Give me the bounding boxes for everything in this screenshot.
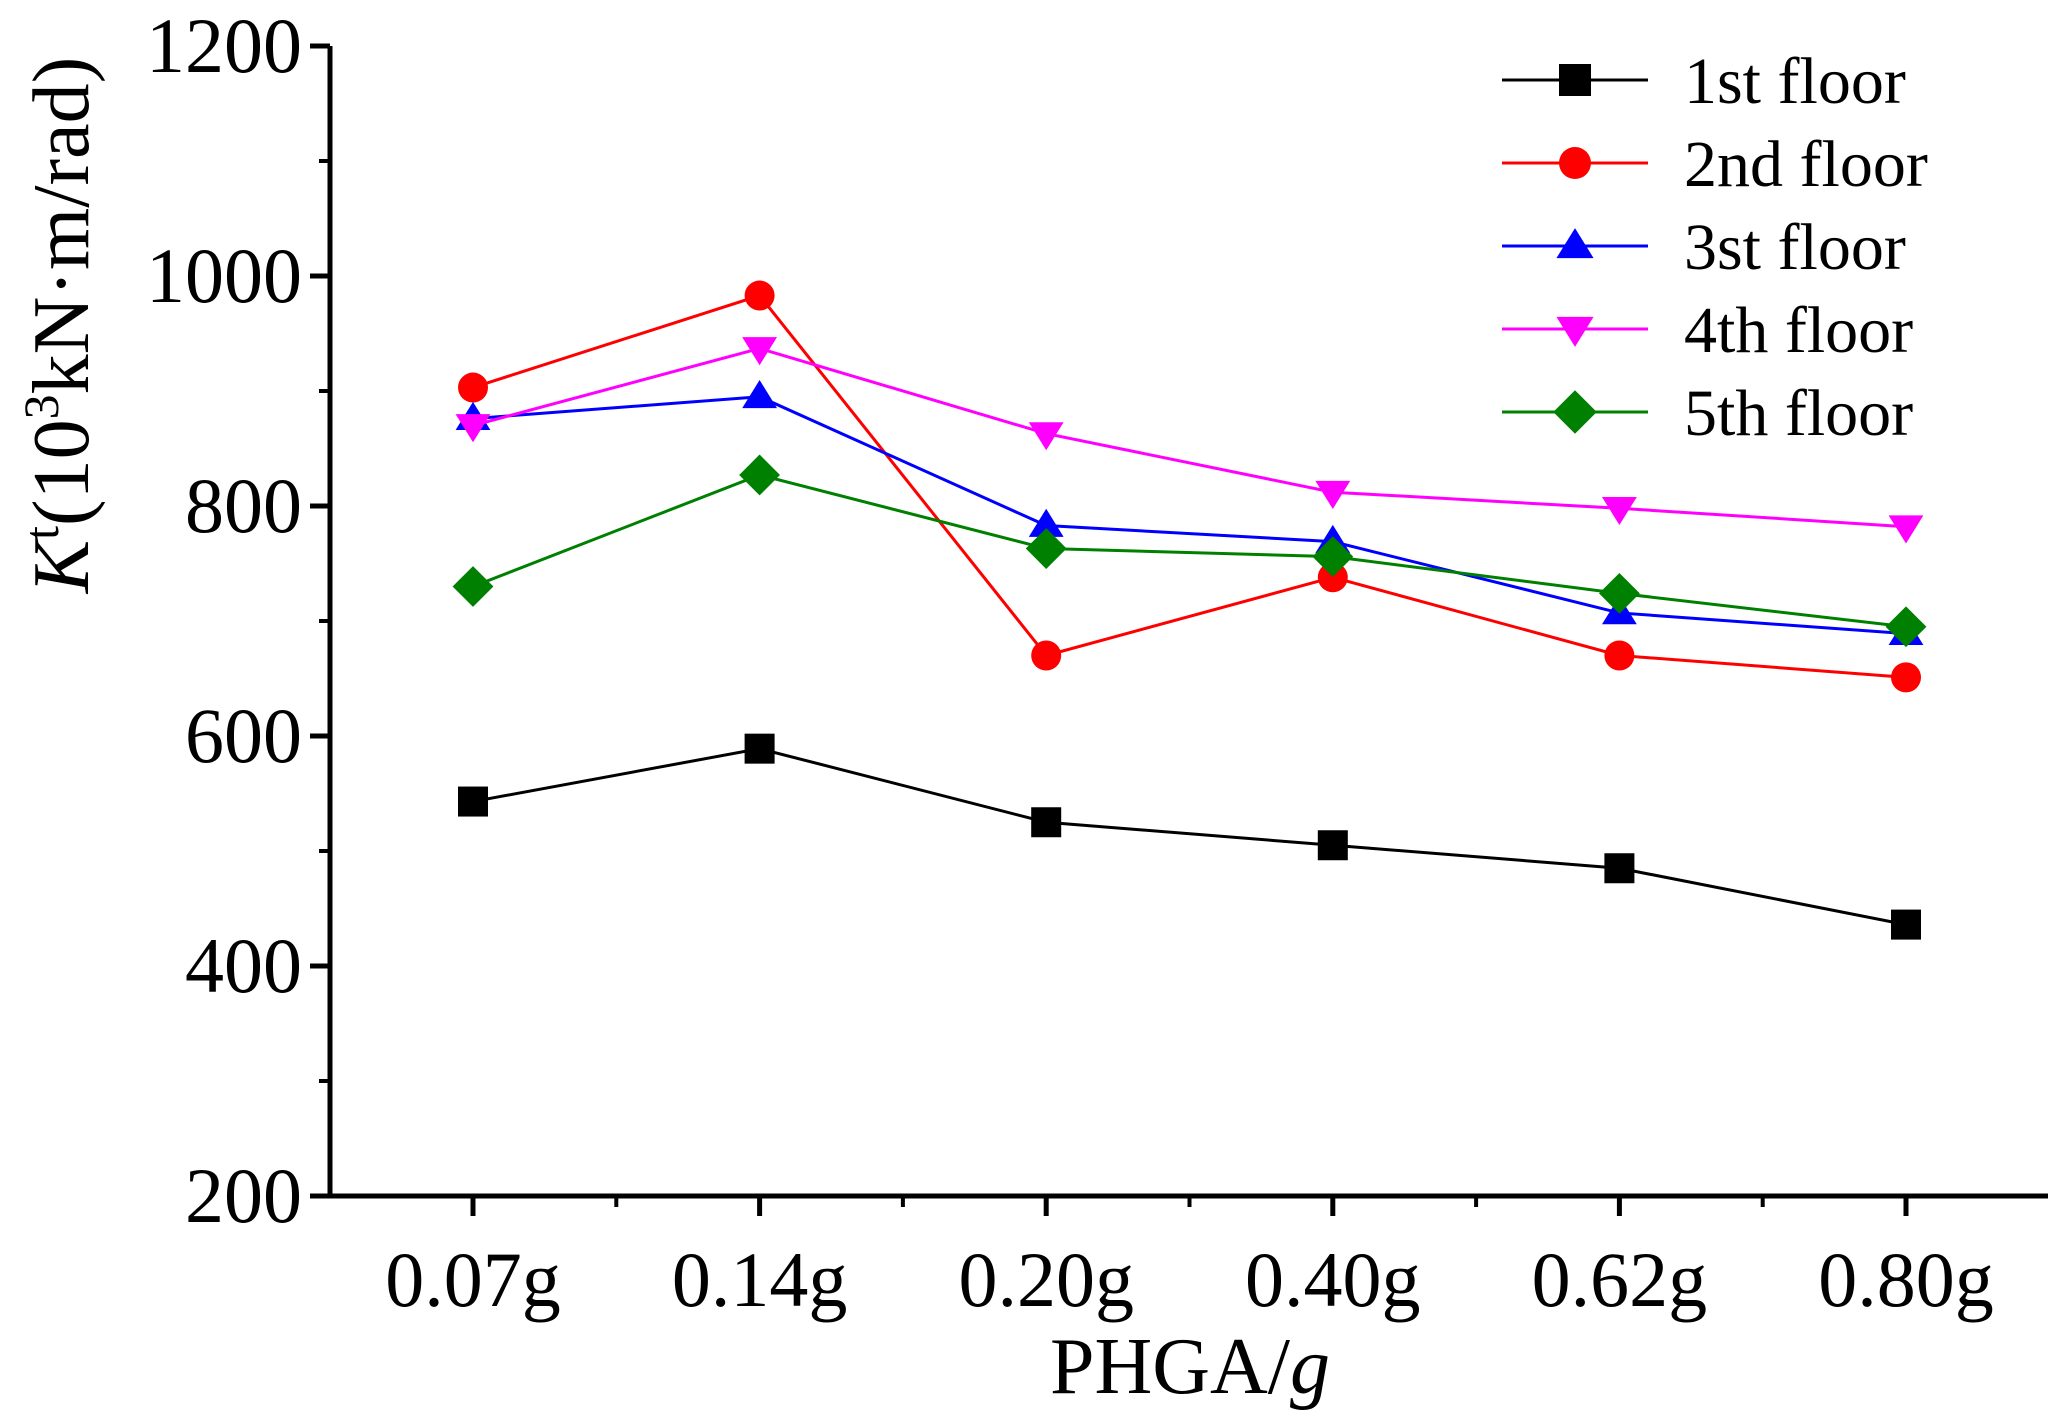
x-tick-label: 0.80g: [1818, 1236, 1994, 1323]
data-point: [744, 733, 775, 764]
y-tick-label: 600: [185, 692, 302, 779]
data-point: [744, 280, 775, 311]
y-tick-label: 1200: [146, 2, 302, 89]
legend-marker: [1553, 390, 1597, 434]
data-point: [1888, 515, 1924, 544]
series-line: [472, 395, 1907, 636]
x-tick-label: 0.20g: [958, 1236, 1134, 1323]
x-tick-label: 0.62g: [1532, 1236, 1708, 1323]
series-1: [458, 733, 1921, 940]
legend-item: 1st floor: [1502, 45, 1906, 118]
data-point: [1028, 422, 1064, 451]
series-5: [452, 454, 1927, 648]
axes: 200 400 600 800 1000 1200 0.07g 0.14g 0.20g 0.40g…: [146, 2, 2048, 1323]
data-point: [739, 454, 780, 496]
data-point: [1602, 496, 1637, 526]
data-point: [1604, 640, 1635, 671]
series-4: [455, 337, 1924, 544]
legend-label: 4th floor: [1684, 294, 1913, 367]
data-point: [1891, 909, 1921, 940]
x-tick-label: 0.07g: [385, 1236, 561, 1323]
series-line: [472, 293, 1907, 679]
series-line: [472, 747, 1907, 927]
data-point: [742, 337, 777, 366]
series-line: [472, 346, 1907, 529]
y-axis-title: Kt(103kN·m/rad): [13, 57, 106, 595]
legend-marker: [1556, 316, 1594, 347]
y-tick-label: 800: [185, 462, 302, 549]
data-point: [1317, 562, 1348, 593]
legend-item: 3st floor: [1502, 211, 1906, 284]
series-group: [452, 280, 1927, 940]
legend-label: 5th floor: [1684, 377, 1913, 450]
y-tick-label: 1000: [146, 232, 302, 319]
data-point: [455, 414, 491, 443]
legend-marker: [1556, 228, 1594, 259]
legend-item: 4th floor: [1502, 294, 1913, 367]
data-point: [1025, 528, 1067, 569]
y-tick-label: 200: [185, 1152, 302, 1239]
data-point: [1317, 830, 1348, 861]
x-tick-label: 0.14g: [672, 1236, 848, 1323]
legend-item: 5th floor: [1502, 377, 1913, 450]
legend-label: 3st floor: [1684, 211, 1906, 284]
legend-marker: [1559, 147, 1591, 179]
legend-item: 2nd floor: [1502, 128, 1928, 201]
legend: 1st floor 2nd floor 3st floor 4th floor 5th …: [1502, 45, 1928, 450]
data-point: [1031, 640, 1062, 671]
data-point: [1031, 807, 1062, 838]
data-point: [1599, 573, 1640, 614]
legend-marker: [1559, 64, 1591, 96]
legend-label: 1st floor: [1684, 45, 1906, 118]
legend-label: 2nd floor: [1684, 128, 1928, 201]
data-point: [1315, 480, 1351, 509]
y-tick-label: 400: [185, 922, 302, 1009]
data-point: [458, 786, 488, 817]
x-axis-title: PHGA/g: [1050, 1323, 1330, 1411]
data-point: [742, 380, 777, 409]
data-point: [1312, 536, 1354, 577]
series-line: [472, 473, 1907, 629]
series-2: [458, 280, 1921, 693]
x-tick-label: 0.40g: [1245, 1236, 1421, 1323]
data-point: [452, 566, 494, 607]
data-point: [1885, 606, 1927, 648]
data-point: [1891, 662, 1921, 693]
data-point: [1604, 853, 1635, 884]
data-point: [458, 372, 488, 403]
data-point: [1028, 508, 1064, 537]
